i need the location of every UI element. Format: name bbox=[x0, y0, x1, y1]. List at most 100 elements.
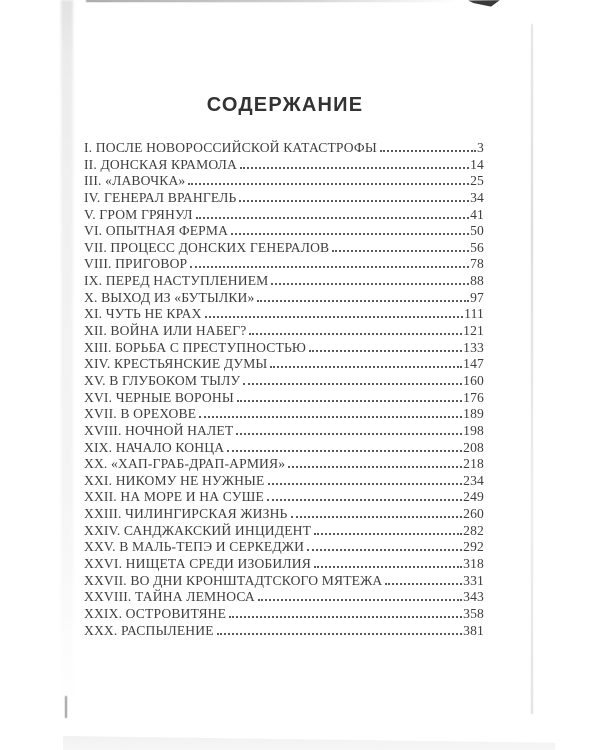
toc-entry-page: 318 bbox=[463, 556, 484, 572]
toc-leader-dots bbox=[240, 166, 470, 169]
toc-leader-dots bbox=[271, 283, 470, 286]
toc-entry: XVIII. НОЧНОЙ НАЛЕТ 198 bbox=[84, 423, 484, 440]
toc-entry-page: 97 bbox=[470, 289, 484, 305]
toc-entry-label: XXVII. ВО ДНИ КРОНШТАДТСКОГО МЯТЕЖА bbox=[84, 572, 383, 588]
toc-leader-dots bbox=[229, 615, 463, 618]
toc-entry: XXII. НА МОРЕ И НА СУШЕ 249 bbox=[84, 489, 484, 506]
toc-entry: IX. ПЕРЕД НАСТУПЛЕНИЕМ 88 bbox=[84, 273, 484, 290]
toc-entry: XXX. РАСПЫЛЕНИЕ 381 bbox=[84, 623, 484, 640]
toc-entry-page: 111 bbox=[464, 306, 484, 322]
toc-leader-dots bbox=[309, 349, 463, 352]
toc-entry-page: 282 bbox=[463, 522, 484, 538]
toc-leader-dots bbox=[236, 432, 463, 435]
toc-entry: III. «ЛАВОЧКА» 25 bbox=[84, 173, 484, 190]
toc-leader-dots bbox=[199, 416, 463, 419]
toc-entry-page: 78 bbox=[470, 256, 484, 272]
toc-entry-page: 208 bbox=[463, 439, 484, 455]
toc-entry-page: 133 bbox=[463, 339, 484, 355]
toc-leader-dots bbox=[288, 466, 463, 469]
page-left-edge-mark bbox=[65, 696, 67, 718]
toc-entry-page: 249 bbox=[463, 489, 484, 505]
toc-entry-label: XXVI. НИЩЕТА СРЕДИ ИЗОБИЛИЯ bbox=[84, 556, 311, 572]
toc-entry-label: XIX. НАЧАЛО КОНЦА bbox=[84, 439, 225, 455]
toc-leader-dots bbox=[216, 632, 463, 635]
toc-entry-page: 189 bbox=[463, 406, 484, 422]
toc-leader-dots bbox=[190, 266, 470, 269]
toc-entry-page: 381 bbox=[463, 622, 484, 638]
toc-entry: XXVII. ВО ДНИ КРОНШТАДТСКОГО МЯТЕЖА 331 bbox=[84, 573, 484, 590]
toc-leader-dots bbox=[239, 199, 470, 202]
toc-entry: VII. ПРОЦЕСС ДОНСКИХ ГЕНЕРАЛОВ 56 bbox=[84, 240, 484, 257]
toc-leader-dots bbox=[290, 516, 463, 519]
toc-entry-page: 50 bbox=[470, 223, 484, 239]
toc-entry-page: 260 bbox=[463, 506, 484, 522]
toc-leader-dots bbox=[249, 333, 463, 336]
toc-entry-label: X. ВЫХОД ИЗ «БУТЫЛКИ» bbox=[84, 289, 255, 305]
toc-entry: XV. В ГЛУБОКОМ ТЫЛУ 160 bbox=[84, 373, 484, 390]
toc-entry-label: XXVIII. ТАЙНА ЛЕМНОСА bbox=[84, 589, 255, 605]
cover-corner-wedge bbox=[468, 0, 500, 7]
toc-entry-page: 3 bbox=[477, 140, 484, 155]
toc-entry-page: 292 bbox=[463, 539, 484, 555]
toc-entry-page: 25 bbox=[470, 173, 484, 189]
toc-entry-page: 198 bbox=[463, 422, 484, 438]
toc-entry-label: III. «ЛАВОЧКА» bbox=[84, 173, 186, 189]
toc-entry-label: XIV. КРЕСТЬЯНСКИЕ ДУМЫ bbox=[84, 356, 268, 372]
toc-entry: IV. ГЕНЕРАЛ ВРАНГЕЛЬ 34 bbox=[84, 190, 484, 207]
toc-entry-page: 121 bbox=[463, 323, 484, 339]
toc-entry-page: 218 bbox=[463, 456, 484, 472]
toc-leader-dots bbox=[188, 183, 470, 186]
toc-entry: XI. ЧУТЬ НЕ КРАХ 111 bbox=[84, 306, 484, 323]
toc-entry: XIII. БОРЬБА С ПРЕСТУПНОСТЬЮ 133 bbox=[84, 340, 484, 357]
page-bottom-edge-shadow bbox=[63, 735, 555, 750]
toc-entry-page: 358 bbox=[463, 605, 484, 621]
toc-entry-page: 343 bbox=[463, 589, 484, 605]
toc-entry-label: V. ГРОМ ГРЯНУЛ bbox=[84, 206, 193, 222]
toc-entry-page: 56 bbox=[470, 239, 484, 255]
toc-leader-dots bbox=[257, 299, 470, 302]
toc-entry-label: XV. В ГЛУБОКОМ ТЫЛУ bbox=[84, 372, 241, 388]
toc-entry: XXI. НИКОМУ НЕ НУЖНЫЕ 234 bbox=[84, 473, 484, 490]
toc-entry: VIII. ПРИГОВОР 78 bbox=[84, 256, 484, 273]
toc-leader-dots bbox=[379, 150, 477, 152]
toc-entry: I. ПОСЛЕ НОВОРОССИЙСКОЙ КАТАСТРОФЫ 3 bbox=[84, 140, 484, 157]
toc-entry-page: 234 bbox=[463, 472, 484, 488]
toc-leader-dots bbox=[231, 233, 470, 236]
toc-entry-label: VIII. ПРИГОВОР bbox=[84, 256, 188, 272]
page-left-edge-shadow bbox=[61, 0, 73, 715]
toc-leader-dots bbox=[307, 549, 463, 552]
toc-entry-label: XXV. В МАЛЬ-ТЕПЭ И СЕРКЕДЖИ bbox=[84, 539, 305, 555]
toc-entry-page: 331 bbox=[463, 572, 484, 588]
toc-leader-dots bbox=[332, 249, 470, 252]
page-title: СОДЕРЖАНИЕ bbox=[206, 94, 364, 116]
toc-entry: XXVI. НИЩЕТА СРЕДИ ИЗОБИЛИЯ 318 bbox=[84, 556, 484, 573]
toc-leader-dots bbox=[204, 316, 464, 319]
toc-entry-label: XXX. РАСПЫЛЕНИЕ bbox=[84, 622, 214, 638]
toc-entry-label: XVI. ЧЕРНЫЕ ВОРОНЫ bbox=[84, 389, 234, 405]
page-top-edge-line bbox=[86, 0, 458, 2]
toc-entry-label: II. ДОНСКАЯ КРАМОЛА bbox=[84, 156, 237, 172]
toc-entry-page: 41 bbox=[470, 206, 484, 222]
toc-leader-dots bbox=[313, 566, 463, 569]
toc-entry: XII. ВОЙНА ИЛИ НАБЕГ? 121 bbox=[84, 323, 484, 340]
toc-entry: XIX. НАЧАЛО КОНЦА 208 bbox=[84, 440, 484, 457]
toc-entry-label: XXIX. ОСТРОВИТЯНЕ bbox=[84, 605, 227, 621]
toc-entry: V. ГРОМ ГРЯНУЛ 41 bbox=[84, 207, 484, 224]
toc-entry-label: IX. ПЕРЕД НАСТУПЛЕНИЕМ bbox=[84, 273, 269, 289]
toc-entry: VI. ОПЫТНАЯ ФЕРМА 50 bbox=[84, 223, 484, 240]
toc-entry: II. ДОНСКАЯ КРАМОЛА 14 bbox=[84, 157, 484, 174]
toc-entry: XVII. В ОРЕХОВЕ 189 bbox=[84, 406, 484, 423]
toc-leader-dots bbox=[236, 399, 463, 402]
toc-entry-page: 176 bbox=[463, 389, 484, 405]
toc-leader-dots bbox=[243, 382, 463, 385]
toc-entry: X. ВЫХОД ИЗ «БУТЫЛКИ» 97 bbox=[84, 290, 484, 307]
toc-entry-label: VII. ПРОЦЕСС ДОНСКИХ ГЕНЕРАЛОВ bbox=[84, 239, 330, 255]
toc-entry: XXIV. САНДЖАКСКИЙ ИНЦИДЕНТ 282 bbox=[84, 523, 484, 540]
toc-entry: XXIII. ЧИЛИНГИРСКАЯ ЖИЗНЬ 260 bbox=[84, 506, 484, 523]
toc-leader-dots bbox=[266, 499, 463, 502]
toc-entry-label: XXIV. САНДЖАКСКИЙ ИНЦИДЕНТ bbox=[84, 522, 312, 538]
page-right-edge-line bbox=[531, 24, 533, 714]
toc-entry-label: XI. ЧУТЬ НЕ КРАХ bbox=[84, 306, 202, 322]
toc-entry: XX. «ХАП-ГРАБ-ДРАП-АРМИЯ» 218 bbox=[84, 456, 484, 473]
toc-entry: XXIX. ОСТРОВИТЯНЕ 358 bbox=[84, 606, 484, 623]
